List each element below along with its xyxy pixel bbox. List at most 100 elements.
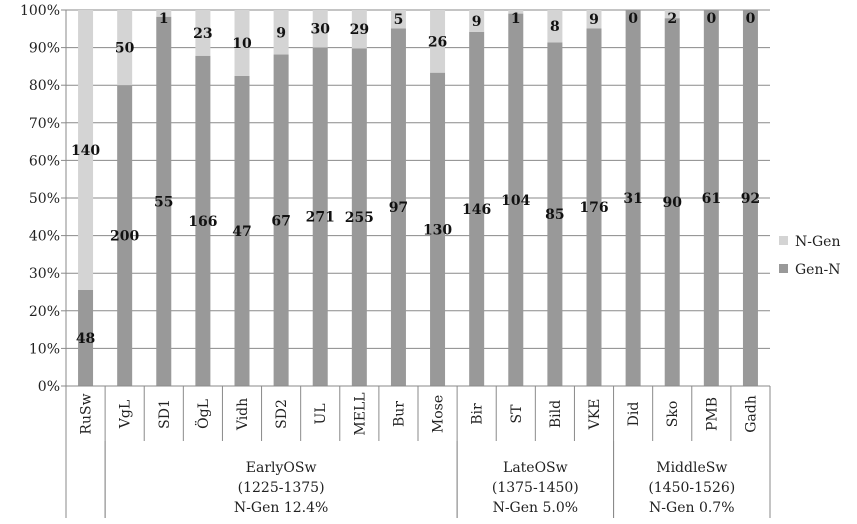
y-tick-label: 90% xyxy=(29,41,60,57)
bar-Gen-N xyxy=(195,55,211,386)
bar-N-Gen xyxy=(195,10,211,56)
category-label: Did xyxy=(626,402,642,427)
category-label: MELL xyxy=(352,392,368,435)
axes: 0% 10% 20% 30% 40% 50% 60% 70% 80% 90% 100% RuSw VgL… xyxy=(20,3,771,518)
bar-Gen-N xyxy=(234,75,250,387)
bar-Gen-N xyxy=(78,290,94,386)
data-label-Gen-N: 55 xyxy=(154,194,173,210)
data-label-N-Gen: 9 xyxy=(589,12,599,28)
category-label: SD2 xyxy=(274,399,290,429)
category-label: PMB xyxy=(704,397,720,431)
bar-Gen-N xyxy=(273,54,289,387)
bar-N-Gen xyxy=(117,10,133,86)
bar-N-Gen xyxy=(390,10,406,29)
bar-N-Gen xyxy=(586,10,602,29)
data-label-N-Gen: 0 xyxy=(706,11,716,27)
bar-N-Gen xyxy=(78,10,94,290)
data-label-N-Gen: 140 xyxy=(71,143,100,159)
data-label-Gen-N: 255 xyxy=(345,210,374,226)
data-label-Gen-N: 104 xyxy=(501,193,530,209)
category-label: UL xyxy=(313,403,329,424)
data-label-N-Gen: 50 xyxy=(115,41,135,57)
data-label-N-Gen: 23 xyxy=(193,26,212,42)
y-tick-label: 80% xyxy=(29,78,60,94)
legend-swatch xyxy=(779,264,788,273)
y-tick-label: 0% xyxy=(38,379,60,395)
data-label-N-Gen: 8 xyxy=(550,19,560,35)
y-tick-label: 100% xyxy=(20,3,60,19)
data-label-Gen-N: 31 xyxy=(623,191,642,207)
data-label-N-Gen: 9 xyxy=(276,25,286,41)
bar-N-Gen xyxy=(351,10,367,49)
group-label: MiddleSw xyxy=(656,460,727,476)
group-label: N-Gen 5.0% xyxy=(493,500,578,516)
category-label: VgL xyxy=(118,400,134,429)
category-label: VKE xyxy=(587,399,603,431)
bar-Gen-N xyxy=(703,10,719,386)
data-label-Gen-N: 130 xyxy=(423,222,452,238)
y-tick-label: 30% xyxy=(29,266,60,282)
bar-N-Gen xyxy=(547,10,563,43)
category-label: Bur xyxy=(391,401,407,427)
category-label: Sko xyxy=(665,401,681,428)
bar-Gen-N xyxy=(117,85,133,386)
bar-Gen-N xyxy=(664,18,680,386)
y-tick-label: 40% xyxy=(29,229,60,245)
category-label: Vidh xyxy=(235,398,251,431)
bar-N-Gen xyxy=(469,10,485,32)
bar-Gen-N xyxy=(508,13,524,386)
group-label: EarlyOSw xyxy=(246,460,317,476)
data-label-Gen-N: 166 xyxy=(188,214,217,230)
category-label: RuSw xyxy=(79,393,95,434)
data-label-Gen-N: 90 xyxy=(662,195,682,211)
data-label-N-Gen: 5 xyxy=(394,12,404,28)
bar-Gen-N xyxy=(390,28,406,387)
data-label-Gen-N: 200 xyxy=(110,229,139,245)
group-label: (1375-1450) xyxy=(492,480,579,496)
legend: N-Gen Gen-N xyxy=(779,234,840,278)
bar-N-Gen xyxy=(508,10,524,14)
bar-Gen-N xyxy=(547,42,563,386)
data-label-N-Gen: 1 xyxy=(511,11,521,27)
legend-label: Gen-N xyxy=(795,262,840,278)
bar-N-Gen xyxy=(273,10,289,55)
data-label-Gen-N: 85 xyxy=(545,207,564,223)
data-label-N-Gen: 2 xyxy=(667,11,677,27)
y-tick-label: 60% xyxy=(29,153,60,169)
category-label: Bild xyxy=(548,400,564,428)
y-tick-label: 70% xyxy=(29,116,60,132)
category-label: Mose xyxy=(431,395,447,433)
data-label-Gen-N: 97 xyxy=(389,200,408,216)
y-tick-label: 50% xyxy=(29,191,60,207)
bar-N-Gen xyxy=(156,10,172,17)
bar-N-Gen xyxy=(234,10,250,76)
data-labels: 4814020050551166234710679271302552997513… xyxy=(71,11,760,347)
data-label-N-Gen: 30 xyxy=(310,22,330,38)
bar-Gen-N xyxy=(625,10,641,386)
data-label-Gen-N: 61 xyxy=(702,191,721,207)
data-label-N-Gen: 9 xyxy=(472,14,482,30)
data-label-N-Gen: 29 xyxy=(350,22,369,38)
group-label: (1225-1375) xyxy=(238,480,325,496)
category-label: Gadh xyxy=(743,395,759,433)
bar-Gen-N xyxy=(586,28,602,386)
data-label-Gen-N: 48 xyxy=(76,331,95,347)
bar-N-Gen xyxy=(664,10,680,19)
category-label: ST xyxy=(509,404,525,424)
bars xyxy=(78,10,758,387)
data-label-N-Gen: 0 xyxy=(746,11,756,27)
group-label: (1450-1526) xyxy=(648,480,735,496)
bar-Gen-N xyxy=(312,47,328,386)
category-label: SD1 xyxy=(157,399,173,429)
data-label-Gen-N: 176 xyxy=(579,200,608,216)
gridlines xyxy=(66,9,770,387)
bar-Gen-N xyxy=(156,16,172,386)
data-label-Gen-N: 146 xyxy=(462,202,491,218)
data-label-Gen-N: 67 xyxy=(271,213,290,229)
data-label-N-Gen: 1 xyxy=(159,11,169,27)
bar-Gen-N xyxy=(351,48,367,386)
bar-N-Gen xyxy=(430,10,446,73)
bar-N-Gen xyxy=(312,10,328,48)
y-tick-label: 20% xyxy=(29,304,60,320)
